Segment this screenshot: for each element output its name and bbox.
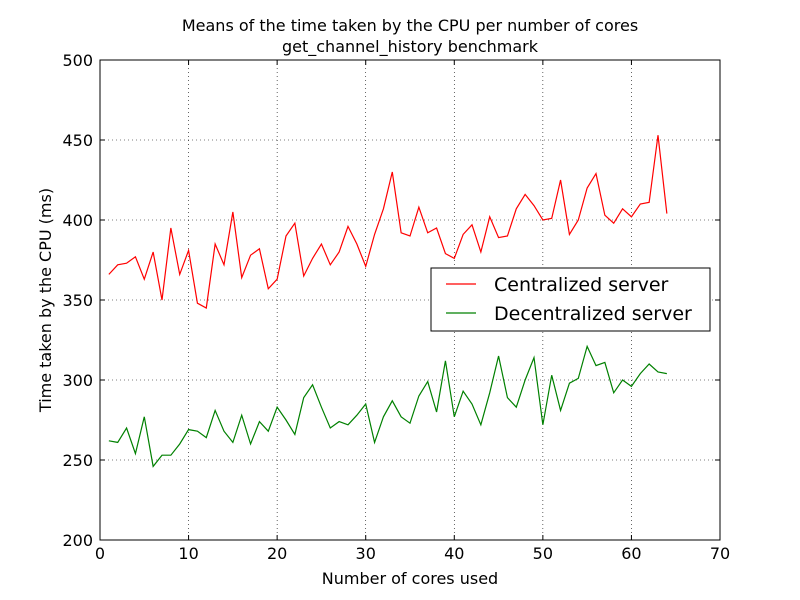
x-tick-label: 60 <box>621 544 641 563</box>
y-tick-label: 350 <box>62 291 93 310</box>
x-axis-label: Number of cores used <box>322 569 498 588</box>
x-tick-label: 70 <box>710 544 730 563</box>
x-tick-label: 0 <box>95 544 105 563</box>
legend-label-centralized: Centralized server <box>494 274 669 296</box>
y-tick-label: 300 <box>62 371 93 390</box>
y-tick-label: 250 <box>62 451 93 470</box>
chart-subtitle: get_channel_history benchmark <box>282 37 539 57</box>
y-axis-label: Time taken by the CPU (ms) <box>36 188 55 413</box>
chart-title: Means of the time taken by the CPU per n… <box>182 16 638 35</box>
x-tick-label: 50 <box>533 544 553 563</box>
y-tick-label: 200 <box>62 531 93 550</box>
x-tick-label: 20 <box>267 544 287 563</box>
y-tick-label: 400 <box>62 211 93 230</box>
x-axis-ticks: 0 10 20 30 40 50 60 70 <box>95 60 730 563</box>
x-tick-label: 10 <box>178 544 198 563</box>
legend-label-decentralized: Decentralized server <box>494 303 692 325</box>
y-tick-label: 500 <box>62 51 93 70</box>
y-tick-label: 450 <box>62 131 93 150</box>
series-group <box>108 135 668 468</box>
y-axis-ticks: 200 250 300 350 400 450 500 <box>62 51 720 550</box>
legend-box <box>430 267 711 332</box>
legend: Centralized server Decentralized server <box>430 267 711 332</box>
series-line-decentralized-server <box>108 344 667 468</box>
x-tick-label: 40 <box>444 544 464 563</box>
series-line-centralized-server <box>108 135 668 309</box>
x-tick-label: 30 <box>356 544 376 563</box>
